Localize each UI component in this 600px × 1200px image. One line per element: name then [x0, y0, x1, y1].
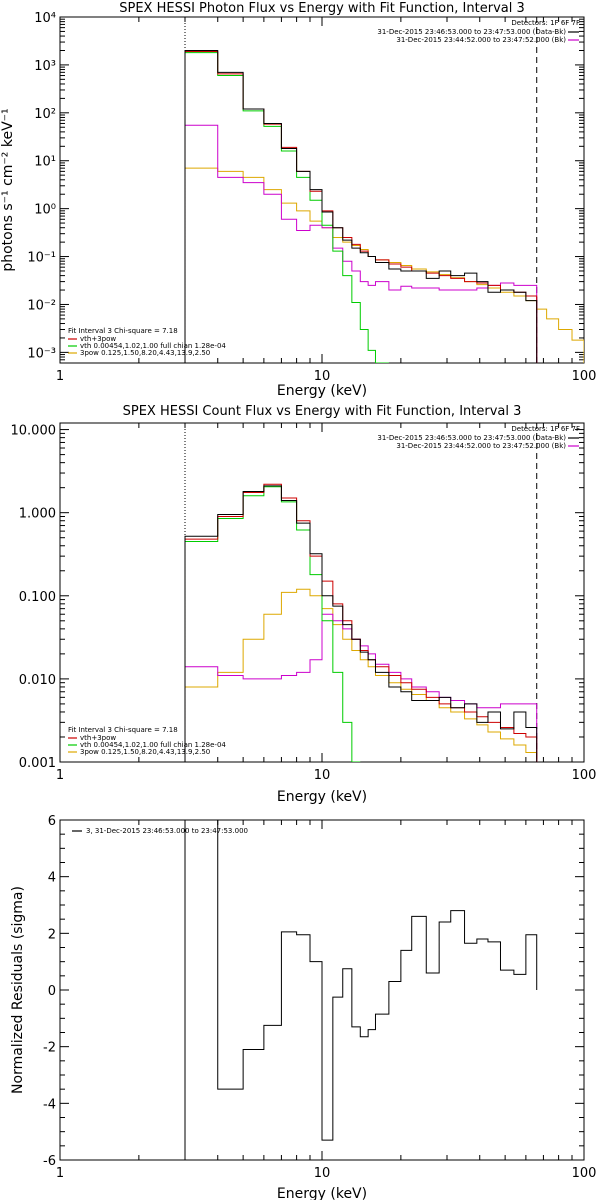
x-tick-label: 1 — [56, 369, 64, 384]
y-tick-label: 10.000 — [11, 424, 57, 439]
series-group — [184, 483, 538, 762]
fit-legend-item: vth 0.00454,1.02,1.00 full chian 1.28e-0… — [80, 741, 226, 749]
series-data-line — [184, 49, 538, 363]
y-tick-label: 10⁻³ — [27, 346, 56, 361]
fit-legend-item: vth+3pow — [80, 335, 116, 343]
fit-legend-item: 3pow 0.125,1.50,8.20,4.43,13.9,2.50 — [80, 748, 210, 756]
chart-panel-1: SPEX HESSI Photon Flux vs Energy with Fi… — [0, 1, 596, 399]
x-tick-label: 10 — [314, 369, 331, 384]
series-data-line — [184, 485, 538, 762]
y-tick-label: -2 — [43, 1041, 56, 1056]
y-tick-label: 10³ — [34, 59, 56, 74]
fit-legend-item: 3pow 0.125,1.50,8.20,4.43,13.9,2.50 — [80, 349, 210, 357]
y-tick-label: 10⁰ — [34, 203, 56, 218]
y-tick-label: 4 — [48, 871, 56, 886]
detectors-label: Detectors: 1F 6F 7F — [511, 425, 580, 433]
x-tick-label: 10 — [314, 1166, 331, 1181]
time-interval-label: 31-Dec-2015 23:44:52.000 to 23:47:52.000… — [396, 36, 566, 44]
y-tick-label: -6 — [43, 1154, 56, 1169]
chart-title: SPEX HESSI Count Flux vs Energy with Fit… — [123, 404, 522, 419]
x-tick-label: 100 — [572, 369, 597, 384]
y-tick-label: 0.010 — [19, 673, 56, 688]
time-interval-label: 31-Dec-2015 23:46:53.000 to 23:47:53.000… — [377, 434, 566, 442]
x-axis-label: Energy (keV) — [277, 383, 367, 399]
x-tick-label: 100 — [572, 768, 597, 783]
y-tick-label: 10⁴ — [34, 11, 56, 26]
x-axis-label: Energy (keV) — [277, 1186, 367, 1200]
series-residuals-line — [184, 820, 538, 1160]
series-thermal-line — [184, 486, 361, 762]
series-total-line — [184, 51, 538, 363]
chart-panel-3: 1 10 100 Energy (keV) 6 4 2 0 -2 -4 -6 Normalized R… — [10, 814, 596, 1200]
series-thermal-line — [184, 52, 389, 363]
fit-legend-header: Fit Interval 3 Chi-square = 7.18 — [68, 327, 178, 335]
x-tick-label: 1 — [56, 1166, 64, 1181]
y-tick-label: 10¹ — [34, 155, 56, 170]
y-tick-label: 0.100 — [19, 590, 56, 605]
series-group — [184, 49, 584, 363]
fit-legend-item: vth 0.00454,1.02,1.00 full chian 1.28e-0… — [80, 342, 226, 350]
info-block: 3, 31-Dec-2015 23:46:53.000 to 23:47:53.… — [72, 827, 248, 835]
series-total-line — [184, 483, 538, 762]
y-tick-label: 10² — [34, 107, 56, 122]
y-tick-label: 1.000 — [19, 507, 56, 522]
x-axis-label: Energy (keV) — [277, 789, 367, 805]
y-tick-label: 0.001 — [19, 756, 56, 771]
series-background-line — [184, 613, 538, 762]
y-tick-label: 10⁻¹ — [27, 251, 56, 266]
x-tick-label: 100 — [572, 1166, 597, 1181]
x-tick-label: 1 — [56, 768, 64, 783]
y-axis-label: Normalized Residuals (sigma) — [10, 886, 26, 1094]
series-power-line — [184, 167, 584, 363]
x-tick-label: 10 — [314, 768, 331, 783]
residual-interval-label: 3, 31-Dec-2015 23:46:53.000 to 23:47:53.… — [86, 827, 248, 835]
fit-legend-header: Fit Interval 3 Chi-square = 7.18 — [68, 726, 178, 734]
y-axis-label: photons s⁻¹ cm⁻² keV⁻¹ — [0, 108, 16, 271]
y-tick-label: -4 — [43, 1097, 56, 1112]
series-background-line — [184, 124, 538, 363]
fit-legend: Fit Interval 3 Chi-square = 7.18vth+3pow… — [68, 726, 226, 756]
fit-legend: Fit Interval 3 Chi-square = 7.18vth+3pow… — [68, 327, 226, 357]
y-tick-label: 10⁻² — [27, 298, 56, 313]
time-interval-label: 31-Dec-2015 23:44:52.000 to 23:47:52.000… — [396, 442, 566, 450]
chart-title: SPEX HESSI Photon Flux vs Energy with Fi… — [119, 1, 525, 16]
y-tick-label: 2 — [48, 927, 56, 942]
detectors-label: Detectors: 1F 6F 7F — [511, 19, 580, 27]
series-group — [184, 820, 538, 1160]
y-tick-label: 6 — [48, 814, 56, 829]
chart-panel-2: SPEX HESSI Count Flux vs Energy with Fit… — [11, 404, 597, 805]
fit-legend-item: vth+3pow — [80, 734, 116, 742]
y-tick-label: 0 — [48, 984, 56, 999]
time-interval-label: 31-Dec-2015 23:46:53.000 to 23:47:53.000… — [377, 28, 566, 36]
